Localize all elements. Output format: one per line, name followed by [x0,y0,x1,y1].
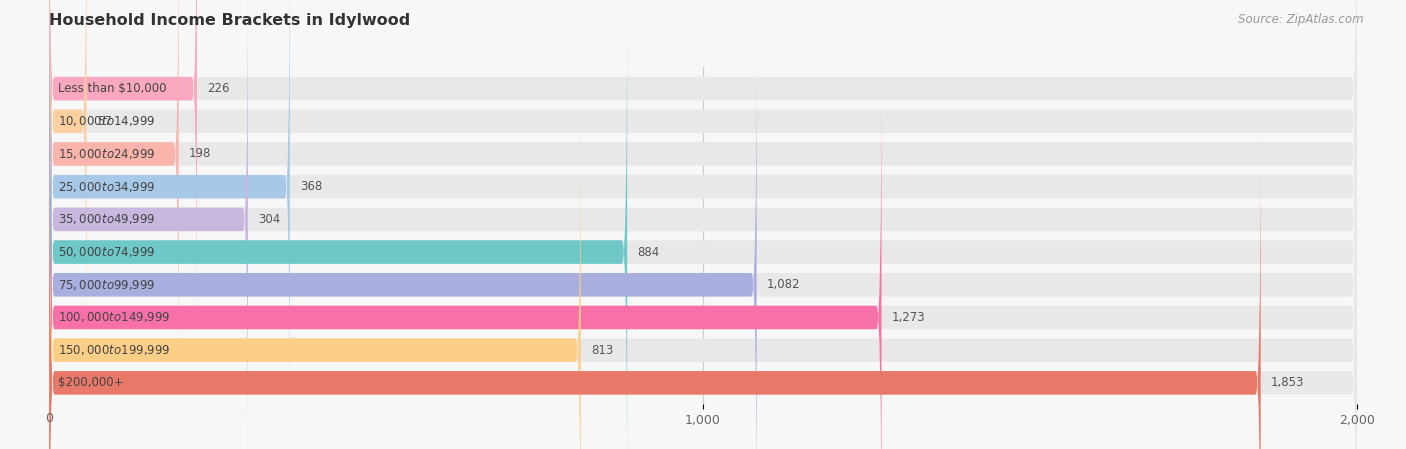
FancyBboxPatch shape [49,0,1357,436]
FancyBboxPatch shape [49,133,1261,449]
FancyBboxPatch shape [49,0,1357,449]
FancyBboxPatch shape [49,68,1357,449]
Text: Less than $10,000: Less than $10,000 [59,82,167,95]
FancyBboxPatch shape [49,133,1357,449]
FancyBboxPatch shape [49,101,581,449]
FancyBboxPatch shape [49,0,1357,371]
FancyBboxPatch shape [49,0,197,339]
Text: $25,000 to $34,999: $25,000 to $34,999 [59,180,156,194]
Text: 304: 304 [259,213,281,226]
Text: 1,082: 1,082 [768,278,800,291]
Text: $50,000 to $74,999: $50,000 to $74,999 [59,245,156,259]
Text: Source: ZipAtlas.com: Source: ZipAtlas.com [1239,13,1364,26]
FancyBboxPatch shape [49,0,290,436]
FancyBboxPatch shape [49,0,179,404]
Text: 813: 813 [591,343,613,357]
Text: $10,000 to $14,999: $10,000 to $14,999 [59,114,156,128]
FancyBboxPatch shape [49,0,1357,404]
Text: 1,853: 1,853 [1271,376,1305,389]
FancyBboxPatch shape [49,68,882,449]
Text: 1,273: 1,273 [891,311,925,324]
Text: $200,000+: $200,000+ [59,376,124,389]
Text: Household Income Brackets in Idylwood: Household Income Brackets in Idylwood [49,13,411,28]
Text: $150,000 to $199,999: $150,000 to $199,999 [59,343,170,357]
Text: $75,000 to $99,999: $75,000 to $99,999 [59,278,156,292]
Text: $100,000 to $149,999: $100,000 to $149,999 [59,310,170,325]
FancyBboxPatch shape [49,101,1357,449]
Text: 57: 57 [97,115,112,128]
FancyBboxPatch shape [49,0,87,371]
Text: 226: 226 [208,82,231,95]
Text: $15,000 to $24,999: $15,000 to $24,999 [59,147,156,161]
FancyBboxPatch shape [49,35,1357,449]
Text: 198: 198 [190,147,211,160]
Text: 0: 0 [45,412,53,425]
FancyBboxPatch shape [49,2,1357,449]
FancyBboxPatch shape [49,0,1357,339]
FancyBboxPatch shape [49,35,756,449]
FancyBboxPatch shape [49,0,247,449]
FancyBboxPatch shape [49,2,627,449]
Text: 368: 368 [301,180,322,193]
Text: $35,000 to $49,999: $35,000 to $49,999 [59,212,156,226]
Text: 884: 884 [638,246,659,259]
